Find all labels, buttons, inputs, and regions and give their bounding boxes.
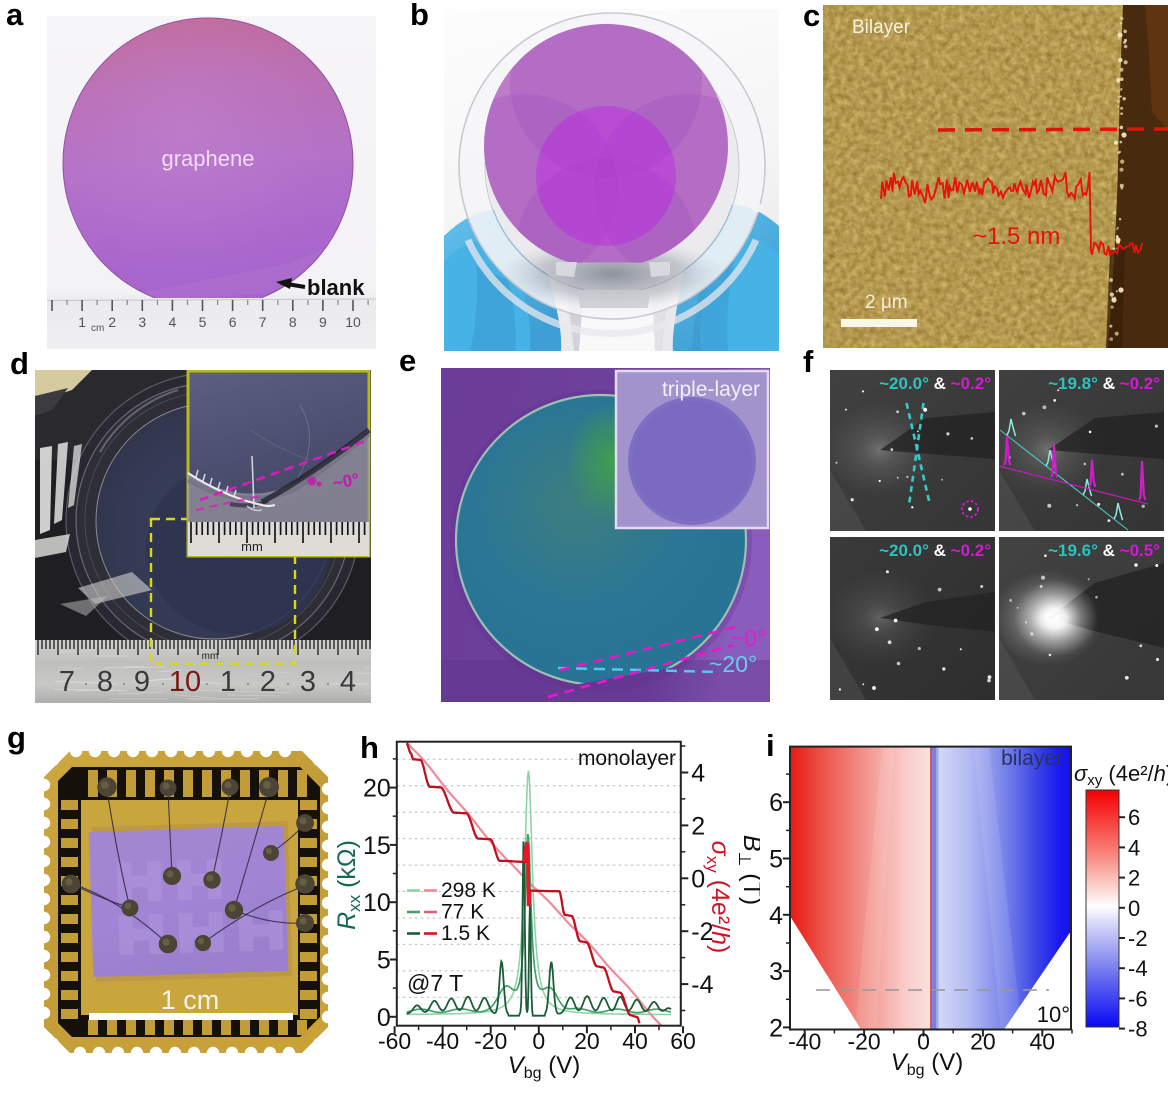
svg-text:40: 40 <box>1030 1029 1056 1055</box>
svg-text:~0°: ~0° <box>331 470 360 493</box>
svg-text:1.5 K: 1.5 K <box>441 922 490 945</box>
svg-text:-4: -4 <box>1128 956 1148 981</box>
svg-text:5: 5 <box>199 314 207 330</box>
svg-text:@7 T: @7 T <box>407 970 463 996</box>
svg-text:6: 6 <box>769 789 783 817</box>
svg-text:0: 0 <box>917 1029 930 1055</box>
svg-text:5: 5 <box>377 947 391 975</box>
svg-text:blank: blank <box>307 275 365 300</box>
svg-text:2: 2 <box>769 1014 783 1042</box>
svg-text:3: 3 <box>138 314 146 330</box>
svg-text:8: 8 <box>289 314 297 330</box>
svg-text:20: 20 <box>574 1028 600 1054</box>
svg-text:1: 1 <box>78 314 86 330</box>
svg-text:2: 2 <box>108 314 116 330</box>
svg-text:-40: -40 <box>788 1029 821 1055</box>
svg-text:7: 7 <box>259 314 267 330</box>
svg-text:0: 0 <box>1128 896 1140 921</box>
svg-text:20: 20 <box>970 1029 996 1055</box>
svg-text:B⊥ (T): B⊥ (T) <box>735 835 760 905</box>
svg-text:40: 40 <box>622 1028 648 1054</box>
svg-text:3: 3 <box>769 958 783 986</box>
svg-text:3: 3 <box>300 666 316 698</box>
svg-text:2: 2 <box>1128 866 1140 891</box>
svg-text:-60: -60 <box>378 1028 411 1054</box>
svg-text:9: 9 <box>134 666 150 698</box>
svg-text:Vbg (V): Vbg (V) <box>891 1049 963 1079</box>
svg-text:~19.8° & ~0.2°: ~19.8° & ~0.2° <box>1048 374 1160 393</box>
svg-text:2: 2 <box>691 812 705 840</box>
svg-text:~20.0° & ~0.2°: ~20.0° & ~0.2° <box>879 374 991 393</box>
svg-text:4: 4 <box>1128 835 1140 860</box>
svg-text:-2: -2 <box>1128 926 1148 951</box>
svg-text:60: 60 <box>670 1028 696 1054</box>
svg-text:7: 7 <box>59 666 75 698</box>
svg-text:~20.0° & ~0.2°: ~20.0° & ~0.2° <box>879 541 991 560</box>
svg-text:2 μm: 2 μm <box>865 292 908 313</box>
svg-text:10: 10 <box>169 666 201 698</box>
svg-text:5: 5 <box>769 846 783 874</box>
svg-text:4: 4 <box>169 314 177 330</box>
svg-text:9: 9 <box>319 314 327 330</box>
svg-text:10: 10 <box>363 889 391 917</box>
svg-text:4: 4 <box>340 666 356 698</box>
svg-text:2: 2 <box>260 666 276 698</box>
svg-text:77 K: 77 K <box>441 901 484 924</box>
svg-text:6: 6 <box>1128 805 1140 830</box>
svg-text:-4: -4 <box>691 971 713 999</box>
svg-text:σxy (4e²/h): σxy (4e²/h) <box>1074 761 1168 789</box>
svg-text:4: 4 <box>691 760 705 788</box>
svg-text:-6: -6 <box>1128 986 1148 1011</box>
svg-text:20: 20 <box>363 775 391 803</box>
svg-text:1 cm: 1 cm <box>161 985 220 1015</box>
svg-text:6: 6 <box>229 314 237 330</box>
svg-text:mm: mm <box>241 539 263 554</box>
svg-text:0: 0 <box>377 1004 391 1032</box>
svg-text:graphene: graphene <box>162 146 255 171</box>
svg-text:Bilayer: Bilayer <box>852 17 911 38</box>
svg-text:-20: -20 <box>847 1029 880 1055</box>
svg-text:bilayer: bilayer <box>1001 747 1063 770</box>
svg-text:cm: cm <box>91 323 104 334</box>
svg-text:0: 0 <box>691 865 705 893</box>
svg-text:~1.5 nm: ~1.5 nm <box>973 223 1060 250</box>
svg-text:Vbg (V): Vbg (V) <box>508 1052 580 1082</box>
svg-text:-40: -40 <box>426 1028 459 1054</box>
svg-text:10: 10 <box>345 314 361 330</box>
svg-text:-8: -8 <box>1128 1017 1148 1042</box>
svg-text:-20: -20 <box>474 1028 507 1054</box>
svg-text:σxy (4e²/h): σxy (4e²/h) <box>703 841 734 954</box>
svg-text:15: 15 <box>363 832 391 860</box>
svg-text:mm: mm <box>202 651 219 662</box>
svg-text:-2: -2 <box>691 918 713 946</box>
svg-text:298 K: 298 K <box>441 879 496 902</box>
svg-text:~20°: ~20° <box>709 651 757 677</box>
svg-text:monolayer: monolayer <box>578 747 676 770</box>
svg-text:1: 1 <box>220 666 236 698</box>
svg-text:4: 4 <box>769 902 783 930</box>
svg-text:~0°: ~0° <box>731 625 766 651</box>
svg-text:~19.6° & ~0.5°: ~19.6° & ~0.5° <box>1048 541 1160 560</box>
svg-text:Rxx (kΩ): Rxx (kΩ) <box>333 840 364 930</box>
svg-text:8: 8 <box>97 666 113 698</box>
svg-text:triple-layer: triple-layer <box>662 378 760 401</box>
svg-text:0: 0 <box>532 1028 545 1054</box>
svg-text:10°: 10° <box>1037 1002 1070 1027</box>
